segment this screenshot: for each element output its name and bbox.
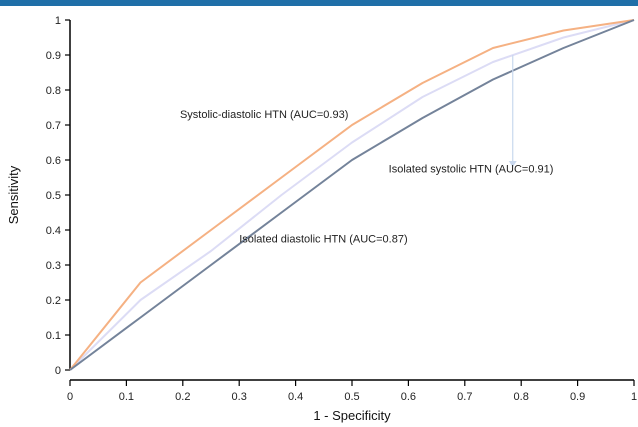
y-tick-label: 0.6 — [46, 155, 61, 167]
annotations: Systolic-diastolic HTN (AUC=0.93) Isolate… — [180, 109, 553, 245]
y-tick-label: 0 — [55, 365, 61, 377]
header-bar — [0, 0, 638, 6]
x-tick-label: 1 — [631, 391, 637, 403]
series-line-systolic-diastolic — [69, 19, 635, 371]
annotation-systolic-diastolic: Systolic-diastolic HTN (AUC=0.93) — [180, 109, 348, 121]
x-tick-label: 0.6 — [401, 391, 416, 403]
x-tick-label: 0.2 — [175, 391, 190, 403]
x-tick-label: 0 — [67, 391, 73, 403]
y-tick-label: 0.4 — [46, 225, 61, 237]
y-tick-label: 0.1 — [46, 330, 61, 342]
y-tick-label: 0.5 — [46, 190, 61, 202]
x-tick-label: 0.5 — [344, 391, 359, 403]
series-line-isolated-diastolic — [69, 19, 635, 371]
x-tick-label: 0.9 — [570, 391, 585, 403]
annotation-isolated-systolic: Isolated systolic HTN (AUC=0.91) — [389, 163, 554, 175]
x-tick-label: 0.7 — [457, 391, 472, 403]
axes: 0 0.1 0.2 0.3 0.4 0.5 0.6 0.7 0.8 0.9 1 0 0.1 0.2 0.3 0… — [46, 15, 637, 403]
x-tick-label: 0.3 — [232, 391, 247, 403]
annotation-pointer — [508, 55, 517, 167]
annotation-isolated-diastolic: Isolated diastolic HTN (AUC=0.87) — [239, 233, 407, 245]
y-tick-label: 0.7 — [46, 120, 61, 132]
y-tick-label: 0.2 — [46, 295, 61, 307]
pointer-arrowhead — [508, 161, 517, 167]
y-tick-label: 1 — [55, 15, 61, 27]
y-tick-label: 0.9 — [46, 50, 61, 62]
y-tick-label: 0.8 — [46, 85, 61, 97]
x-tick-label: 0.1 — [119, 391, 134, 403]
x-tick-label: 0.8 — [514, 391, 529, 403]
x-axis-title: 1 - Specificity — [313, 408, 391, 423]
series-line-isolated-systolic — [69, 19, 635, 371]
x-tick-label: 0.4 — [288, 391, 303, 403]
y-tick-label: 0.3 — [46, 260, 61, 272]
series-lines — [69, 19, 635, 371]
y-axis-title: Sensitivity — [6, 165, 21, 224]
